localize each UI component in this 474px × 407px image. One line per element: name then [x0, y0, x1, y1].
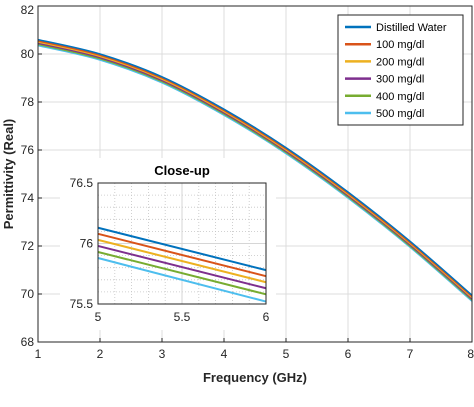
legend-label: 100 mg/dl: [376, 39, 424, 51]
series-line: [38, 41, 472, 299]
x-axis-label: Frequency (GHz): [203, 370, 307, 385]
x-tick-label: 3: [159, 347, 166, 361]
inset-series-line: [97, 251, 267, 296]
x-tick-label: 6: [345, 347, 352, 361]
x-tick-label: 4: [221, 347, 228, 361]
x-tick-label: 1: [35, 347, 42, 361]
series-line: [38, 44, 472, 302]
legend-label: 400 mg/dl: [376, 91, 424, 103]
legend-label: Distilled Water: [376, 22, 447, 34]
inset-series-line: [97, 226, 267, 272]
y-axis-label: Permittivity (Real): [1, 119, 16, 230]
y-tick-label: 80: [21, 47, 35, 61]
y-tick-label: 74: [21, 191, 35, 205]
y-tick-label: 76: [21, 143, 35, 157]
series-line: [38, 42, 472, 300]
legend-label: 300 mg/dl: [376, 74, 424, 86]
inset-title: Close-up: [154, 163, 210, 178]
closeup-inset: Close-up 5 5.5 6 75.5 76 76.5: [60, 158, 276, 330]
y-tick-label: 68: [21, 335, 35, 349]
inset-x-tick-label: 5.5: [174, 310, 191, 324]
series-line: [38, 43, 472, 301]
series-line: [38, 40, 472, 297]
y-tick-label: 72: [21, 239, 35, 253]
y-tick-label: 78: [21, 95, 35, 109]
inset-series-line: [97, 244, 267, 290]
inset-series-line: [97, 257, 267, 303]
inset-x-tick-label: 6: [263, 310, 270, 324]
legend-label: 500 mg/dl: [376, 108, 424, 120]
plot-frame: [37, 5, 473, 343]
inset-y-tick-label: 76: [80, 237, 94, 251]
x-tick-label: 5: [283, 347, 290, 361]
legend-label: 200 mg/dl: [376, 56, 424, 68]
inset-x-tick-label: 5: [95, 310, 102, 324]
legend: Distilled Water 100 mg/dl 200 mg/dl 300 mg/…: [337, 14, 464, 126]
inset-series-line: [97, 238, 267, 284]
series-line: [38, 38, 472, 296]
x-tick-label: 8: [467, 347, 474, 361]
inset-series-line: [97, 232, 267, 278]
x-tick-label: 7: [407, 347, 414, 361]
legend-box: [337, 14, 464, 126]
y-tick-label: 70: [21, 287, 35, 301]
x-tick-label: 2: [97, 347, 104, 361]
inset-frame: [97, 182, 267, 305]
y-tick-label: 82: [21, 3, 35, 17]
inset-y-tick-label: 76.5: [70, 176, 94, 190]
inset-y-tick-label: 75.5: [70, 297, 94, 311]
